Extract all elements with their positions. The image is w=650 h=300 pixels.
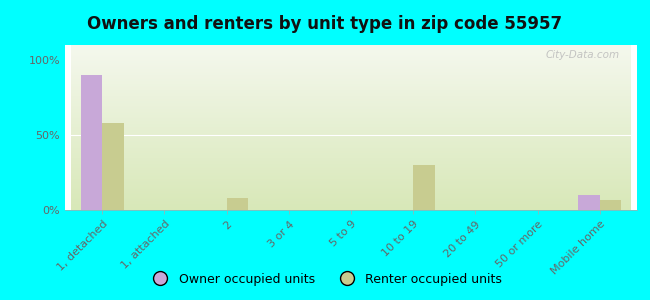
Legend: Owner occupied units, Renter occupied units: Owner occupied units, Renter occupied un… (143, 268, 507, 291)
Text: City-Data.com: City-Data.com (546, 50, 620, 60)
Text: Owners and renters by unit type in zip code 55957: Owners and renters by unit type in zip c… (88, 15, 562, 33)
Bar (578, 195, 600, 210)
Bar (102, 123, 124, 210)
Bar (600, 200, 621, 210)
Bar (81, 75, 102, 210)
Bar (413, 165, 435, 210)
Bar (227, 198, 248, 210)
